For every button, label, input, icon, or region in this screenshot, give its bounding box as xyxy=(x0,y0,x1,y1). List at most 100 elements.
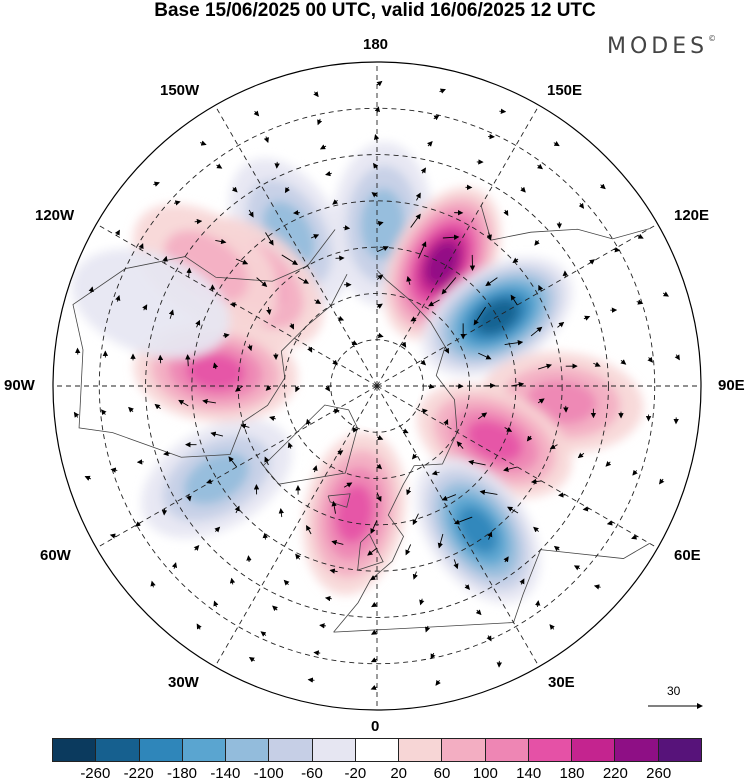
wind-vector xyxy=(110,467,118,473)
wind-vector xyxy=(537,163,543,170)
wind-vector xyxy=(295,385,301,393)
legend-tick-label: 100 xyxy=(472,765,498,782)
wind-vector xyxy=(573,565,581,571)
anomaly-contour xyxy=(71,248,230,359)
wind-vector xyxy=(444,346,450,354)
wind-vector xyxy=(613,247,621,253)
wind-vector xyxy=(114,229,120,236)
wind-vector xyxy=(553,141,560,147)
wind-vector xyxy=(503,466,518,472)
wind-vector xyxy=(376,463,383,470)
wind-vector xyxy=(486,635,492,642)
wind-vector xyxy=(376,492,382,502)
wind-vector xyxy=(376,246,389,253)
wind-vector xyxy=(483,382,496,389)
wind-vector xyxy=(553,545,560,552)
wind-vector xyxy=(406,487,412,496)
wind-vector xyxy=(215,238,227,245)
latitude-circle xyxy=(191,200,563,572)
lon-label-180: 180 xyxy=(363,36,389,53)
wind-vector xyxy=(504,340,524,346)
wind-vector xyxy=(479,489,498,495)
legend-bin xyxy=(572,739,616,761)
wind-vector xyxy=(240,423,250,429)
wind-vector xyxy=(193,545,200,551)
wind-vector xyxy=(319,623,327,629)
lon-label-150w: 150W xyxy=(160,82,200,99)
wind-vector xyxy=(376,332,384,339)
wind-vector xyxy=(171,562,178,569)
wind-vector xyxy=(370,629,378,635)
wind-vector xyxy=(412,513,419,526)
wind-vector xyxy=(216,163,223,169)
wind-vector xyxy=(674,354,680,361)
wind-vector xyxy=(351,340,358,345)
legend-tick-label: -100 xyxy=(253,765,284,782)
legend-bin xyxy=(442,739,486,761)
lon-label-0: 0 xyxy=(371,718,380,735)
legend-bin xyxy=(399,739,443,761)
legend-tick-label: 220 xyxy=(602,765,628,782)
wind-vector xyxy=(533,526,539,533)
wind-vector xyxy=(234,505,240,514)
wind-vector xyxy=(228,456,238,468)
legend-tick-label: 20 xyxy=(390,765,407,782)
wind-vector xyxy=(317,118,323,126)
wind-vector xyxy=(367,547,378,556)
wind-vector xyxy=(468,459,486,466)
coastline xyxy=(72,229,348,458)
wind-vector xyxy=(439,88,446,94)
wind-vector xyxy=(307,677,315,683)
wind-vector xyxy=(418,241,427,259)
wind-vector xyxy=(109,533,117,539)
wind-vector xyxy=(278,508,284,518)
wind-vector xyxy=(519,578,525,585)
wind-vector xyxy=(443,419,449,426)
wind-vector xyxy=(373,134,380,141)
wind-vector xyxy=(433,114,440,121)
wind-vector xyxy=(405,544,412,556)
wind-vector xyxy=(370,520,378,534)
wind-vector xyxy=(435,679,441,686)
wind-vector xyxy=(289,323,294,330)
wind-vector xyxy=(343,482,353,488)
wind-vector xyxy=(647,356,653,363)
legend-bin xyxy=(139,739,183,761)
wind-vector xyxy=(168,309,174,319)
wind-vector xyxy=(549,624,555,630)
coastline xyxy=(327,493,351,508)
wind-vector xyxy=(262,532,268,540)
wind-vector xyxy=(512,257,519,263)
wind-vector xyxy=(264,456,270,466)
wind-vector xyxy=(210,431,224,437)
legend-bin xyxy=(658,739,701,761)
wind-vector xyxy=(186,267,192,278)
wind-vector xyxy=(135,521,141,527)
wind-vector xyxy=(305,418,312,426)
legend-bin xyxy=(528,739,573,761)
wind-vector xyxy=(214,526,221,533)
anomaly-contour xyxy=(526,380,597,425)
wind-vector xyxy=(589,259,595,265)
wind-vector xyxy=(73,411,80,418)
wind-vector xyxy=(178,399,189,407)
wind-vector xyxy=(537,398,545,404)
wind-vector xyxy=(437,533,444,549)
wind-vector xyxy=(332,199,339,205)
wind-vector xyxy=(530,478,542,485)
wind-vector xyxy=(632,469,638,476)
wind-vector xyxy=(306,524,312,535)
color-legend xyxy=(52,738,702,762)
wind-vector xyxy=(185,354,191,367)
legend-tick-label: 260 xyxy=(646,765,672,782)
anomaly-contour xyxy=(186,353,246,391)
anomaly-contour xyxy=(184,452,250,505)
legend-bin xyxy=(96,739,140,761)
lon-label-30e: 30E xyxy=(548,674,575,691)
wind-vector xyxy=(142,304,148,311)
wind-vector xyxy=(534,239,540,246)
wind-vector xyxy=(324,385,331,392)
legend-tick-label: -220 xyxy=(123,765,154,782)
meridian-line xyxy=(214,105,378,387)
